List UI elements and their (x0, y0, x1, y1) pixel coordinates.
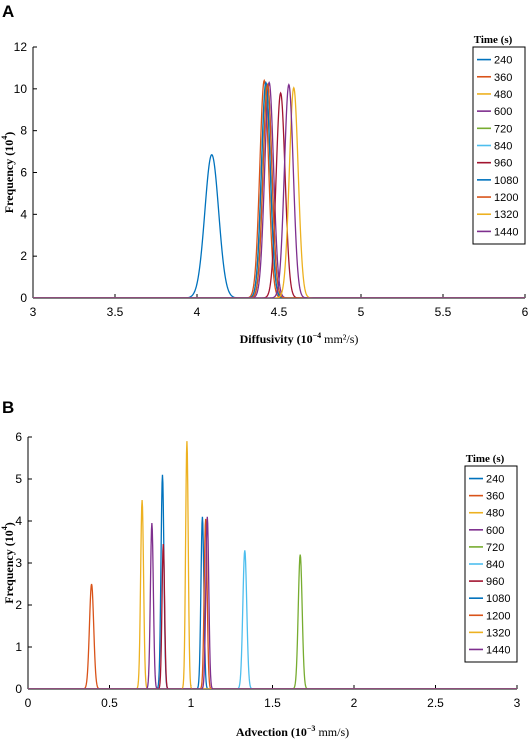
series-line-1200 (28, 518, 517, 689)
y-tick-label: 10 (14, 82, 28, 96)
legend-label-1440: 1440 (494, 226, 518, 238)
y-axis-title: Frequency (104) (0, 132, 16, 213)
y-tick-label: 8 (20, 124, 27, 138)
x-tick-label: 2 (351, 696, 358, 710)
x-axis-title-main: Diffusivity (10 (240, 332, 313, 346)
legend-label-1080: 1080 (486, 593, 510, 605)
legend-label-360: 360 (494, 72, 512, 84)
y-tick-label: 5 (15, 472, 22, 486)
series-line-600 (28, 523, 517, 689)
y-axis-title: Frequency (104) (0, 522, 16, 603)
legend-label-1200: 1200 (494, 192, 518, 204)
y-axis-title-main: Frequency (10 (2, 140, 16, 213)
legend-label-960: 960 (494, 158, 512, 170)
series-line-1440 (28, 516, 517, 689)
legend-label-840: 840 (486, 559, 504, 571)
chart-a: 3 3.5 4 4.5 5 5.5 6 0 2 4 6 8 10 12 Diffusivity (10−4 … (0, 34, 529, 346)
legend-label-720: 720 (486, 542, 504, 554)
legend-label-1200: 1200 (486, 610, 510, 622)
y-tick-label: 4 (20, 207, 27, 221)
x-axis-title-unit: mm/s) (315, 725, 349, 739)
x-axis-title-main: Advection (10 (236, 725, 307, 739)
x-tick-label: 5 (358, 305, 365, 319)
legend-label-240: 240 (486, 474, 504, 486)
series-line-720 (28, 554, 517, 689)
legend-label-1320: 1320 (494, 209, 518, 221)
y-tick-label: 2 (20, 249, 27, 263)
x-axis-title: Diffusivity (10−4 mm²/s) (240, 331, 359, 346)
legend: Time (s) 240 360 480 600 720 840 960 1080 1200 132… (464, 453, 518, 663)
series-line-1200 (33, 83, 525, 298)
legend-label-480: 480 (486, 508, 504, 520)
panel-label-a: A (2, 2, 14, 21)
legend-label-480: 480 (494, 89, 512, 101)
series-line-960 (28, 544, 517, 689)
legend: Time (s) 240 360 480 600 720 840 960 1080 1200 132… (472, 34, 526, 245)
x-axis-title-exponent: −3 (307, 724, 316, 733)
y-tick-label: 12 (14, 40, 28, 54)
y-axis-title-exponent: 4 (0, 136, 9, 140)
series-line-240 (28, 474, 517, 689)
legend-label-600: 600 (486, 525, 504, 537)
y-tick-label: 1 (15, 640, 22, 654)
series-group (33, 78, 525, 298)
x-tick-label: 4 (194, 305, 201, 319)
y-tick-label: 3 (15, 556, 22, 570)
y-tick-label: 0 (20, 291, 27, 305)
legend-label-840: 840 (494, 141, 512, 153)
series-line-960 (33, 91, 525, 298)
y-axis-title-end: ) (2, 522, 16, 526)
legend-title: Time (s) (466, 453, 505, 465)
y-tick-label: 6 (20, 166, 27, 180)
series-line-1320 (33, 86, 525, 298)
legend-label-1440: 1440 (486, 644, 510, 656)
legend-label-240: 240 (494, 55, 512, 67)
chart-b: 0 0.5 1 1.5 2 2.5 3 0 1 2 3 4 5 6 Advection (10−3 mm/s… (0, 430, 521, 739)
x-axis-title: Advection (10−3 mm/s) (236, 724, 349, 739)
legend-title: Time (s) (474, 34, 513, 46)
x-tick-label: 6 (522, 305, 529, 319)
x-tick-label: 0.5 (101, 696, 118, 710)
x-tick-label: 5.5 (435, 305, 452, 319)
legend-label-1320: 1320 (486, 627, 510, 639)
x-tick-label: 3 (30, 305, 37, 319)
x-tick-label: 3.5 (107, 305, 124, 319)
x-tick-label: 1.5 (264, 696, 281, 710)
series-line-1320 (28, 441, 517, 689)
series-group (28, 441, 517, 689)
x-tick-label: 0 (25, 696, 32, 710)
legend-label-360: 360 (486, 491, 504, 503)
x-tick-label: 2.5 (427, 696, 444, 710)
x-tick-label: 4.5 (271, 305, 288, 319)
legend-label-720: 720 (494, 123, 512, 135)
x-tick-label: 1 (188, 696, 195, 710)
series-line-1080 (33, 80, 525, 298)
series-line-480 (28, 499, 517, 689)
y-axis-title-exponent: 4 (0, 526, 9, 530)
y-axis-title-main: Frequency (10 (2, 530, 16, 603)
x-axis-title-exponent: −4 (313, 331, 322, 340)
series-line-840 (28, 550, 517, 689)
panel-label-b: B (2, 398, 14, 417)
legend-label-1080: 1080 (494, 175, 518, 187)
y-tick-label: 0 (15, 682, 22, 696)
x-tick-label: 3 (514, 696, 521, 710)
y-tick-label: 6 (15, 430, 22, 444)
legend-label-600: 600 (494, 106, 512, 118)
x-axis-title-unit: mm²/s) (321, 332, 358, 346)
y-tick-label: 2 (15, 598, 22, 612)
y-tick-label: 4 (15, 514, 22, 528)
series-line-360 (28, 583, 517, 689)
y-axis-title-end: ) (2, 132, 16, 136)
series-line-1440 (33, 83, 525, 298)
legend-label-960: 960 (486, 576, 504, 588)
series-line-1080 (28, 516, 517, 689)
